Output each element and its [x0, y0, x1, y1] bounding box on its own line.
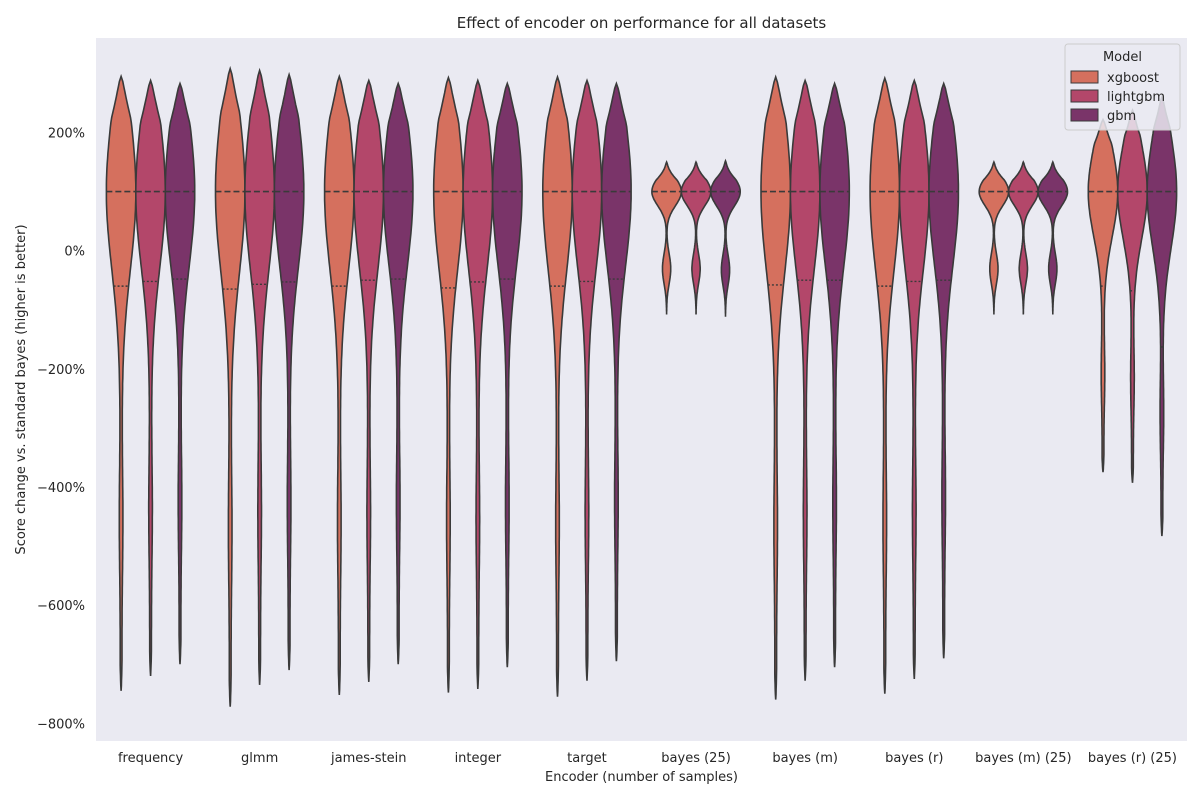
x-tick-label: glmm: [241, 751, 278, 766]
violin-xgboost: [214, 65, 246, 707]
violin-xgboost: [432, 75, 464, 693]
violin-xgboost: [1087, 117, 1119, 473]
violin-xgboost: [760, 74, 792, 700]
legend-title: Model: [1103, 50, 1142, 65]
violin-xgboost: [869, 75, 901, 694]
violin-xgboost: [651, 160, 683, 315]
y-tick-label: −400%: [37, 481, 85, 496]
legend-swatch-gbm: [1070, 108, 1099, 122]
x-tick-label: bayes (25): [661, 751, 731, 766]
chart-title: Effect of encoder on performance for all…: [457, 14, 827, 32]
y-tick-label: 0%: [64, 245, 85, 260]
violin-lightgbm: [462, 78, 494, 690]
x-tick-label: bayes (m): [772, 751, 838, 766]
violin-xgboost: [978, 160, 1010, 315]
y-tick-label: −200%: [37, 363, 85, 378]
violin-lightgbm: [680, 160, 712, 315]
violin-lightgbm: [244, 67, 276, 685]
y-tick-label: 200%: [48, 127, 85, 142]
violin-gbm: [1037, 160, 1069, 315]
violin-gbm: [491, 81, 523, 668]
violin-gbm: [928, 81, 960, 659]
violin-gbm: [382, 81, 414, 665]
legend-label-gbm: gbm: [1107, 109, 1136, 124]
y-axis-label: Score change vs. standard bayes (higher …: [14, 224, 29, 554]
violin-gbm: [819, 81, 851, 668]
y-tick-label: −800%: [37, 717, 85, 732]
violin-gbm: [164, 81, 196, 665]
violin-xgboost: [323, 73, 355, 695]
violin-lightgbm: [1007, 160, 1039, 315]
x-axis-label: Encoder (number of samples): [545, 770, 738, 785]
x-tick-label: bayes (r): [885, 751, 943, 766]
x-tick-label: integer: [455, 751, 502, 766]
violin-gbm: [1146, 94, 1178, 537]
violin-gbm: [600, 81, 632, 662]
violin-lightgbm: [353, 78, 385, 682]
violins-layer: [105, 65, 1178, 707]
y-axis: −800% −600% −400% −200% 0% 200%: [37, 127, 85, 733]
violin-xgboost: [105, 73, 137, 691]
violin-lightgbm: [1116, 107, 1148, 483]
violin-lightgbm: [898, 78, 930, 680]
violin-xgboost: [542, 74, 573, 697]
legend: Model xgboost lightgbm gbm: [1064, 43, 1181, 131]
legend-swatch-xgboost: [1070, 70, 1099, 84]
legend-items: xgboost lightgbm gbm: [1070, 70, 1165, 124]
x-tick-label: bayes (m) (25): [975, 751, 1071, 766]
x-axis: frequency glmm james-stein integer target bay…: [118, 751, 1177, 766]
x-tick-label: target: [567, 751, 607, 766]
legend-swatch-lightgbm: [1070, 89, 1099, 103]
x-tick-label: frequency: [118, 751, 184, 766]
y-tick-label: −600%: [37, 599, 85, 614]
violin-lightgbm: [135, 77, 167, 677]
violin-gbm: [273, 71, 305, 671]
violin-lightgbm: [571, 78, 603, 681]
x-tick-label: james-stein: [330, 751, 406, 766]
x-tick-label: bayes (r) (25): [1088, 751, 1177, 766]
legend-label-xgboost: xgboost: [1107, 71, 1159, 86]
legend-label-lightgbm: lightgbm: [1107, 90, 1165, 105]
